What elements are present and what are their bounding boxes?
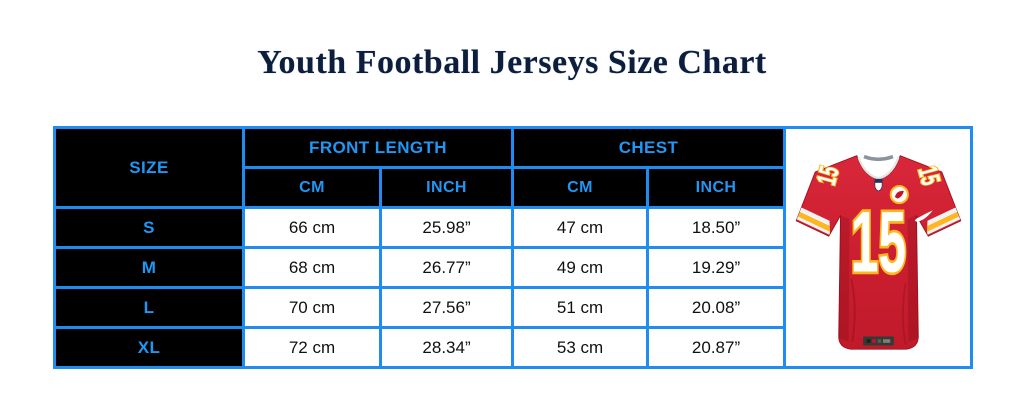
front-length-cm-cell: 70 cm xyxy=(242,286,382,329)
header-front-inch: INCH xyxy=(378,166,515,209)
chest-cm-cell: 49 cm xyxy=(511,246,650,289)
header-group-row: SIZE FRONT LENGTH CHEST xyxy=(53,126,974,369)
svg-text:15: 15 xyxy=(850,193,905,290)
nike-swoosh-icon xyxy=(914,209,933,222)
chest-inch-cell: 20.87” xyxy=(646,326,787,369)
front-length-inch-cell: 25.98” xyxy=(378,206,515,249)
front-length-cm-cell: 66 cm xyxy=(242,206,382,249)
header-chest-cm: CM xyxy=(511,166,650,209)
front-length-inch-cell: 26.77” xyxy=(378,246,515,289)
size-cell: XL xyxy=(53,326,245,369)
chest-cm-cell: 47 cm xyxy=(511,206,650,249)
jersey-image: 15 15 xyxy=(795,154,961,350)
size-chart-table: SIZE FRONT LENGTH CHEST xyxy=(53,126,974,369)
header-front-cm: CM xyxy=(242,166,382,209)
nfl-shield-icon xyxy=(874,178,882,191)
chest-cm-cell: 53 cm xyxy=(511,326,650,369)
team-patch-icon xyxy=(889,184,909,204)
header-chest-inch: INCH xyxy=(646,166,787,209)
header-size: SIZE xyxy=(53,126,245,209)
table-row-s: S 66 cm 25.98” 47 cm 18.50” xyxy=(53,206,972,249)
table-row-m: M 68 cm 26.77” 49 cm 19.29” xyxy=(53,246,972,289)
header-chest: CHEST xyxy=(511,126,787,169)
collar-back xyxy=(862,154,894,161)
header-front-length: FRONT LENGTH xyxy=(241,126,515,169)
jersey-image-cell: 15 15 xyxy=(783,126,974,369)
table-row-xl: XL 72 cm 28.34” 53 cm 20.87” xyxy=(53,326,972,369)
page-title: Youth Football Jerseys Size Chart xyxy=(257,44,767,81)
front-length-inch-cell: 27.56” xyxy=(378,286,515,329)
table-row-l: L 70 cm 27.56” 51 cm 20.08” xyxy=(53,286,972,329)
size-cell: M xyxy=(53,246,245,289)
header-unit-row: CM INCH CM INCH xyxy=(55,166,972,209)
size-cell: S xyxy=(53,206,245,249)
chest-inch-cell: 20.08” xyxy=(646,286,787,329)
chest-cm-cell: 51 cm xyxy=(511,286,650,329)
chest-inch-cell: 18.50” xyxy=(646,206,787,249)
front-length-cm-cell: 72 cm xyxy=(242,326,382,369)
collar-trim xyxy=(857,156,900,180)
sleeve-stripes xyxy=(796,204,960,235)
front-length-inch-cell: 28.34” xyxy=(378,326,515,369)
size-cell: L xyxy=(53,286,245,329)
front-length-cm-cell: 68 cm xyxy=(242,246,382,289)
jersey-number: 15 xyxy=(848,191,908,292)
jersey-shading xyxy=(838,214,918,345)
chest-inch-cell: 19.29” xyxy=(646,246,787,289)
jock-tag xyxy=(862,335,894,346)
